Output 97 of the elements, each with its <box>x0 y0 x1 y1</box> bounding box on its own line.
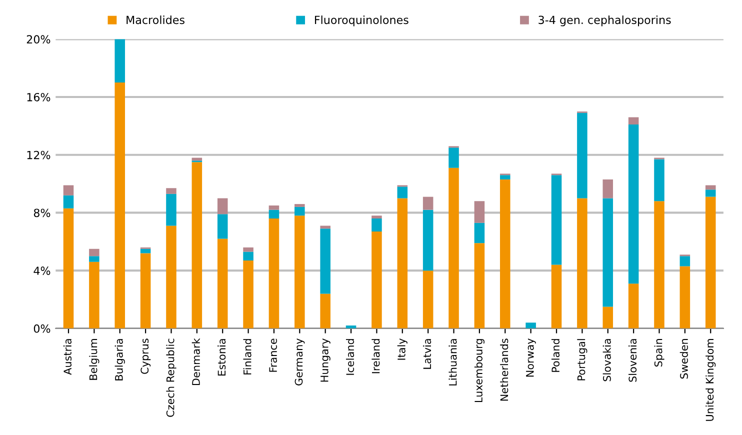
x-tick-label: Spain <box>654 339 664 367</box>
legend-label: Fluoroquinolones <box>314 16 408 26</box>
bar <box>268 205 280 210</box>
x-tick-label: Austria <box>63 339 72 375</box>
bar <box>654 201 664 328</box>
bar <box>166 194 176 226</box>
x-tick-label: United Kingdom <box>706 339 716 421</box>
bar <box>192 162 202 328</box>
bar <box>551 264 562 328</box>
bar <box>602 198 614 307</box>
bar <box>166 188 176 194</box>
bar <box>500 175 510 180</box>
x-tick-label: Germany <box>294 338 305 386</box>
bar <box>166 226 176 328</box>
bar <box>474 222 485 244</box>
bar <box>500 179 510 328</box>
bar <box>526 322 536 328</box>
y-tick-label: 0% <box>34 324 50 333</box>
bar <box>448 148 459 168</box>
x-tick-label: Estonia <box>218 339 226 376</box>
bar <box>422 270 434 328</box>
x-tick-label: Norway <box>526 338 536 377</box>
bar <box>577 198 588 328</box>
bar <box>602 306 614 328</box>
x-tick-label: Iceland <box>346 339 354 375</box>
x-tick-label: Poland <box>551 339 560 372</box>
bar <box>422 210 434 271</box>
bar <box>243 252 254 260</box>
x-tick-label: Luxembourg <box>474 339 484 402</box>
bar <box>243 247 254 252</box>
bar <box>320 226 330 229</box>
bar <box>448 168 459 328</box>
bar <box>63 208 74 328</box>
bar <box>372 232 382 328</box>
y-tick-label: 16% <box>27 92 50 102</box>
x-tick-label: Czech Republic <box>166 338 176 417</box>
x-tick-label: Slovakia <box>602 339 611 382</box>
bar <box>705 196 716 328</box>
bar <box>654 159 664 202</box>
bar <box>114 82 125 328</box>
x-tick-label: Ireland <box>372 339 380 374</box>
x-tick-label: Cyprus <box>140 338 151 374</box>
x-tick-label: Denmark <box>192 338 200 385</box>
bar <box>372 216 382 218</box>
legend-label: Macrolides <box>126 16 184 24</box>
x-tick-label: Bulgaria <box>114 339 125 380</box>
bar <box>268 218 280 328</box>
bar <box>397 198 408 328</box>
bar <box>294 216 305 328</box>
bar <box>89 262 100 328</box>
bar <box>680 266 690 328</box>
x-tick-label: Italy <box>397 338 408 360</box>
bar <box>140 253 151 328</box>
x-tick-label: Netherlands <box>500 338 508 401</box>
bar <box>474 243 485 328</box>
x-tick-label: France <box>269 338 277 372</box>
bar <box>628 124 639 284</box>
legend-label: 3-4 gen. cephalosporins <box>538 16 671 26</box>
x-tick-label: Slovenia <box>628 339 637 382</box>
bar <box>577 112 588 198</box>
bar <box>551 175 562 265</box>
x-tick-label: Hungary <box>320 338 330 382</box>
bar <box>89 256 100 262</box>
bar <box>217 198 228 214</box>
x-tick-label: Portugal <box>577 339 588 380</box>
bar <box>140 248 151 254</box>
bar <box>243 260 254 328</box>
y-tick-label: 8% <box>34 208 50 218</box>
x-tick-label: Finland <box>243 339 252 374</box>
bar <box>320 294 330 328</box>
bar <box>89 248 100 256</box>
bar <box>397 186 408 198</box>
bar <box>422 196 434 210</box>
bar <box>294 206 305 216</box>
bar <box>114 39 125 83</box>
bar <box>705 185 716 190</box>
y-tick-label: 20% <box>26 35 50 44</box>
bar <box>602 179 614 198</box>
bar <box>320 228 330 294</box>
x-tick-label: Sweden <box>680 339 688 379</box>
bar <box>628 117 639 124</box>
y-tick-label: 4% <box>34 266 50 275</box>
bar <box>63 185 74 196</box>
bar <box>474 201 485 223</box>
bar <box>217 238 228 328</box>
bar <box>294 204 305 207</box>
x-tick-label: Belgium <box>89 339 100 380</box>
bar <box>680 256 690 266</box>
x-tick-label: Lithuania <box>448 339 457 386</box>
bar <box>217 214 228 239</box>
bar <box>63 195 74 208</box>
bar <box>268 210 280 218</box>
bar <box>628 284 639 328</box>
x-tick-label: Latvia <box>423 339 432 369</box>
y-tick-label: 12% <box>27 150 50 160</box>
bar <box>705 190 716 197</box>
bar <box>372 218 382 232</box>
